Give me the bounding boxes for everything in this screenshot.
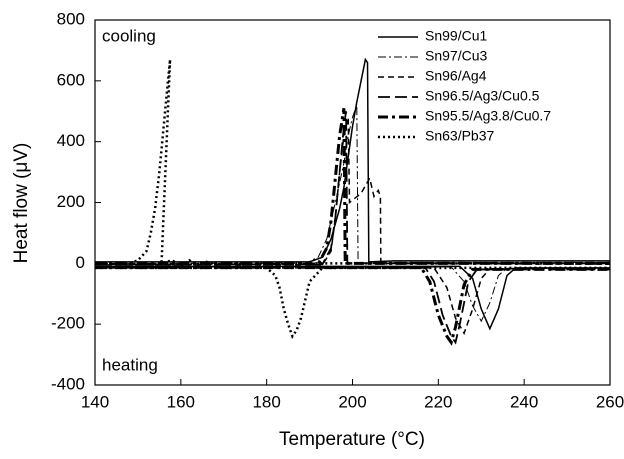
x-tick-label: 240 xyxy=(510,392,538,411)
y-tick-label: 0 xyxy=(76,253,85,272)
series-line xyxy=(95,266,610,340)
series-line xyxy=(95,59,610,268)
series-line xyxy=(95,107,610,266)
y-tick-label: -200 xyxy=(51,314,85,333)
legend-label: Sn95.5/Ag3.8/Cu0.7 xyxy=(425,108,551,124)
y-tick-label: 200 xyxy=(57,192,85,211)
legend-label: Sn96.5/Ag3/Cu0.5 xyxy=(425,88,540,104)
series-line xyxy=(95,117,611,266)
x-tick-label: 260 xyxy=(596,392,624,411)
y-tick-label: 600 xyxy=(57,70,85,89)
x-tick-label: 220 xyxy=(424,392,452,411)
series-line xyxy=(95,111,610,266)
series-line xyxy=(95,267,610,336)
x-tick-label: 200 xyxy=(338,392,366,411)
y-axis-label: Heat flow (μV) xyxy=(11,143,32,264)
x-tick-label: 140 xyxy=(81,392,109,411)
series-line xyxy=(95,265,610,331)
annotation: heating xyxy=(102,355,158,374)
annotation: cooling xyxy=(102,26,156,45)
plot-frame xyxy=(94,19,611,386)
series-line xyxy=(95,266,610,345)
y-tick-label: -400 xyxy=(51,374,85,393)
series-line xyxy=(95,266,610,323)
series-line xyxy=(95,266,610,346)
x-tick-label: 180 xyxy=(252,392,280,411)
legend-label: Sn63/Pb37 xyxy=(425,128,494,144)
legend-label: Sn99/Cu1 xyxy=(425,28,487,44)
y-tick-label: 800 xyxy=(57,9,85,28)
x-tick-label: 160 xyxy=(167,392,195,411)
x-axis-label: Temperature (°C) xyxy=(279,429,425,450)
y-tick-label: 400 xyxy=(57,131,85,150)
legend-label: Sn96/Ag4 xyxy=(425,68,487,84)
legend-label: Sn97/Cu3 xyxy=(425,48,487,64)
